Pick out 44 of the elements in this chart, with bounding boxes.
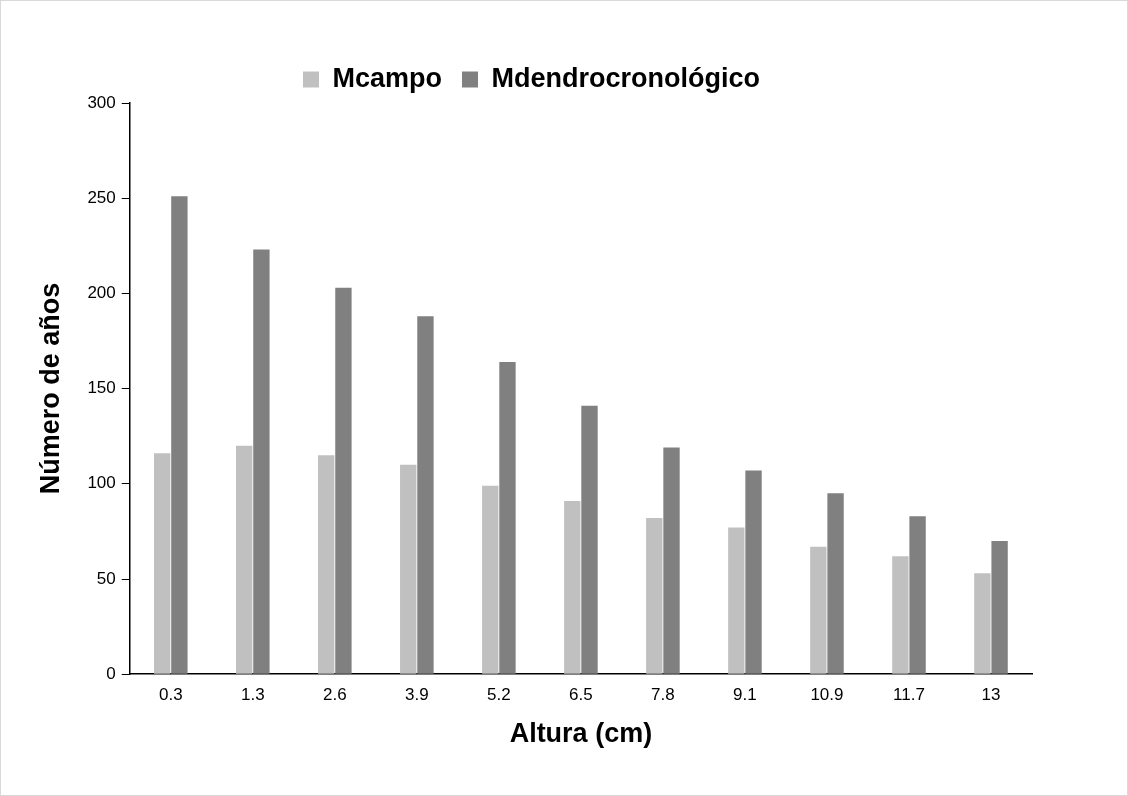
bar xyxy=(909,516,926,674)
legend-label: Mdendrocronológico xyxy=(491,62,760,93)
bar xyxy=(892,556,909,674)
y-tick-label: 50 xyxy=(96,568,116,588)
bar xyxy=(153,453,171,674)
bar xyxy=(810,546,827,674)
x-tick-label: 6.5 xyxy=(569,685,593,705)
bar xyxy=(827,493,844,674)
bar xyxy=(745,470,762,674)
y-tick-label: 250 xyxy=(87,187,116,207)
x-tick-label: 13 xyxy=(981,685,1001,705)
bar xyxy=(499,361,516,674)
x-tick-label: 0.3 xyxy=(158,685,183,705)
x-tick-label: 5.2 xyxy=(487,685,511,705)
x-tick-label: 11.7 xyxy=(893,685,925,705)
bar xyxy=(991,540,1008,674)
x-tick-label: 2.6 xyxy=(323,685,347,705)
x-tick-label: 10.9 xyxy=(810,685,844,705)
bar xyxy=(335,287,352,674)
bar xyxy=(236,445,253,674)
y-tick-label: 150 xyxy=(87,378,116,398)
x-tick-label: 7.8 xyxy=(651,685,675,705)
bar xyxy=(646,518,663,674)
bar xyxy=(581,405,598,674)
bar xyxy=(400,464,417,674)
x-tick-label: 1.3 xyxy=(240,685,265,705)
bar xyxy=(728,527,745,674)
bar xyxy=(482,485,499,674)
y-axis-title: Número de años xyxy=(34,282,65,495)
x-tick-label: 3.9 xyxy=(405,685,429,705)
bar xyxy=(974,573,991,674)
x-axis-title: Altura (cm) xyxy=(509,718,653,749)
bar xyxy=(171,196,188,674)
y-tick-label: 100 xyxy=(87,473,116,493)
y-tick-label: 200 xyxy=(87,283,116,303)
bar xyxy=(417,316,434,674)
bar xyxy=(318,455,335,674)
legend-label: Mcampo xyxy=(332,62,443,93)
bar xyxy=(253,249,270,674)
x-tick-label: 9.1 xyxy=(733,685,757,705)
bar xyxy=(663,447,680,674)
bar xyxy=(564,500,581,674)
y-tick-label: 300 xyxy=(87,92,116,112)
y-tick-label: 0 xyxy=(106,663,116,683)
